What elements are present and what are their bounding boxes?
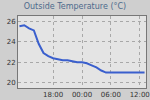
svg-text:24: 24 [7, 38, 16, 46]
svg-text:12:00: 12:00 [130, 91, 150, 99]
svg-text:Outside Temperature (°C): Outside Temperature (°C) [24, 2, 126, 11]
svg-text:06:00: 06:00 [101, 91, 121, 99]
svg-text:22: 22 [7, 59, 16, 67]
svg-text:20: 20 [7, 79, 16, 87]
svg-text:18:00: 18:00 [43, 91, 63, 99]
svg-text:00:00: 00:00 [72, 91, 92, 99]
svg-text:26: 26 [7, 18, 16, 26]
